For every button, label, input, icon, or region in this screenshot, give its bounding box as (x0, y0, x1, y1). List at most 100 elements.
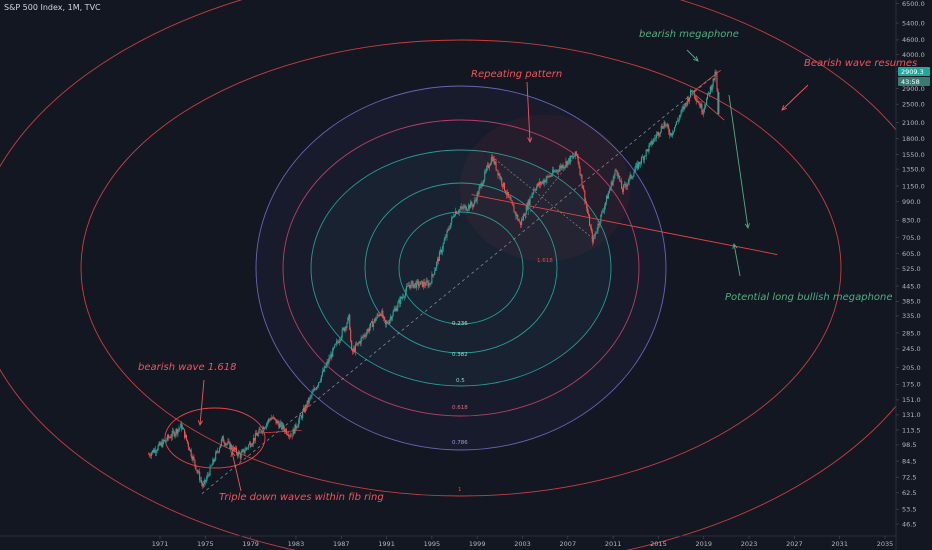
candle-body (229, 441, 231, 450)
candle-body (263, 427, 265, 430)
candle-body (589, 225, 592, 228)
candle-body (591, 231, 593, 243)
candle-body (431, 274, 433, 284)
candle-body (376, 314, 378, 319)
y-tick-label: 84.5 (902, 457, 916, 465)
candle-body (487, 164, 490, 168)
candle-body (184, 434, 187, 438)
candle-body (500, 177, 502, 179)
annotation-text: Potential long bullish megaphone (725, 292, 893, 303)
candle-body (684, 103, 686, 109)
candle-body (234, 447, 237, 450)
candle-body (564, 165, 566, 167)
candle-body (473, 200, 475, 205)
candle-body (707, 92, 710, 94)
candle-body (505, 193, 508, 195)
candle-body (498, 174, 500, 176)
candle-body (598, 223, 600, 225)
candle-body (454, 211, 457, 216)
x-axis[interactable]: 1971 1975 1979 1983 1987 1991 1995 1999 2003 2007… (0, 535, 896, 548)
candle-body (683, 106, 685, 109)
candle-body (619, 175, 621, 181)
candle-body (237, 451, 239, 456)
candle-body (206, 474, 208, 479)
candle-body (659, 131, 661, 135)
candle-body (603, 210, 605, 212)
candle-body (381, 310, 383, 315)
candle-body (355, 344, 357, 346)
candle-body (356, 343, 358, 345)
candle-body (579, 167, 581, 176)
candle-body (155, 451, 157, 453)
candle-body (597, 223, 599, 231)
long-trend-dashed (201, 74, 716, 494)
candle-body (326, 361, 328, 365)
candle-body (578, 162, 580, 168)
candle-body (393, 309, 395, 312)
bearish-resume-arrow (781, 84, 809, 111)
candle-body (207, 474, 209, 476)
candle-body (361, 336, 363, 339)
candle-body (384, 316, 386, 321)
y-axis-bg (896, 0, 932, 550)
candle-body (311, 392, 313, 396)
candle-body (324, 366, 326, 368)
y-tick-label: 245.0 (902, 345, 921, 353)
candle-body (435, 267, 437, 271)
bearish-wave-zone (164, 407, 266, 469)
y-tick-label: 113.5 (902, 426, 921, 434)
candle-body (543, 180, 545, 184)
candle-body (401, 297, 403, 299)
candle-body (265, 426, 267, 428)
x-tick-label: 1991 (378, 540, 395, 548)
candle-body (415, 283, 417, 288)
candle-body (241, 450, 243, 453)
candle-body (538, 181, 541, 186)
candle-body (427, 282, 429, 287)
candle-body (685, 103, 687, 104)
candle-body (560, 165, 562, 169)
candle-body (386, 322, 388, 325)
candle-body (157, 445, 159, 450)
candle-body (547, 175, 549, 177)
candle-body (507, 192, 509, 197)
candle-body (450, 222, 452, 229)
candle-body (446, 230, 448, 238)
candle-body (410, 282, 412, 288)
candle-body (219, 445, 221, 449)
candle-body (303, 407, 305, 412)
candle-body (293, 429, 295, 434)
candle-body (535, 190, 537, 191)
candle-body (537, 183, 539, 187)
candle-body (605, 195, 608, 203)
candle-body (703, 109, 705, 114)
candle-body (209, 466, 211, 476)
candle-body (575, 151, 577, 155)
y-tick-label: 4600.0 (902, 36, 925, 44)
candle-body (354, 344, 356, 352)
candle-body (273, 417, 275, 419)
candle-body (595, 232, 597, 234)
x-tick-label: 2023 (741, 540, 758, 548)
candle-body (386, 322, 389, 324)
repeating-pattern-arrow-head (527, 137, 533, 144)
candle-body (489, 163, 491, 166)
candle-body (638, 162, 640, 169)
candle-body (212, 459, 214, 465)
candle-body (153, 449, 155, 453)
candle-body (423, 282, 425, 286)
candle-body (693, 90, 695, 97)
candle-body (689, 90, 692, 98)
candle-body (227, 441, 229, 444)
candle-body (270, 417, 272, 420)
candle-body (390, 317, 392, 320)
candle-body (286, 433, 288, 435)
candle-body (225, 443, 227, 446)
candle-body (516, 215, 518, 217)
candle-body (158, 442, 160, 446)
candle-body (154, 449, 156, 453)
candle-body (302, 407, 305, 412)
candle-body (339, 339, 341, 341)
candle-body (588, 213, 590, 216)
